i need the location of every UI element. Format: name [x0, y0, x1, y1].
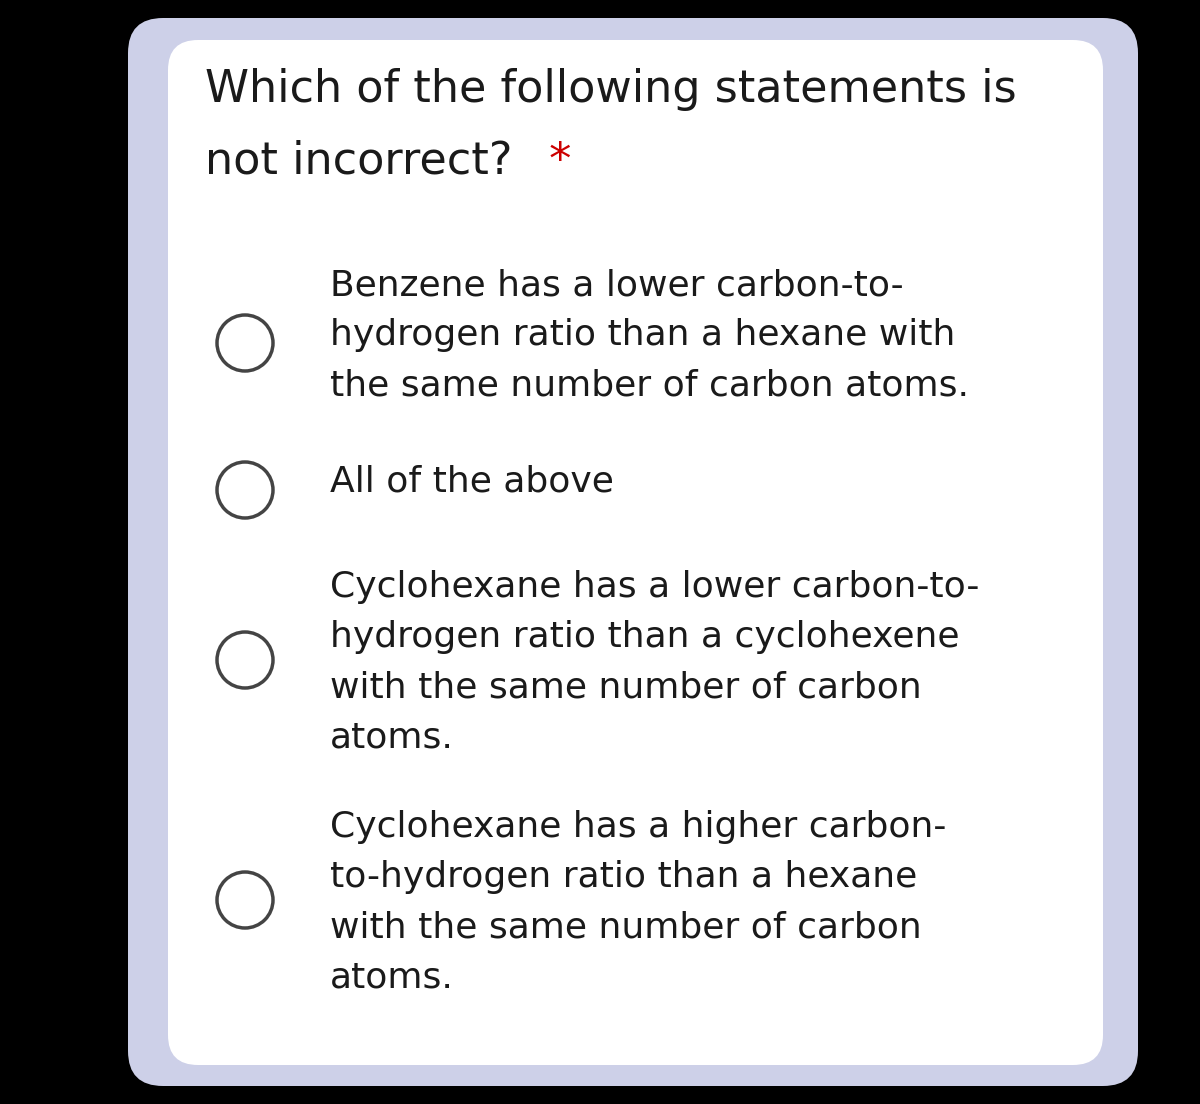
Text: with the same number of carbon: with the same number of carbon — [330, 670, 922, 704]
Circle shape — [217, 461, 274, 518]
FancyBboxPatch shape — [128, 18, 1138, 1086]
Text: atoms.: atoms. — [330, 960, 454, 994]
Text: not incorrect?: not incorrect? — [205, 140, 512, 183]
Text: hydrogen ratio than a cyclohexene: hydrogen ratio than a cyclohexene — [330, 620, 960, 654]
Text: Which of the following statements is: Which of the following statements is — [205, 68, 1016, 112]
Text: the same number of carbon atoms.: the same number of carbon atoms. — [330, 368, 970, 402]
Text: with the same number of carbon: with the same number of carbon — [330, 910, 922, 944]
Circle shape — [217, 631, 274, 688]
Circle shape — [217, 872, 274, 928]
Text: Benzene has a lower carbon-to-: Benzene has a lower carbon-to- — [330, 268, 904, 302]
Text: All of the above: All of the above — [330, 465, 614, 499]
Text: *: * — [535, 140, 571, 183]
Text: Cyclohexane has a lower carbon-to-: Cyclohexane has a lower carbon-to- — [330, 570, 979, 604]
Text: Cyclohexane has a higher carbon-: Cyclohexane has a higher carbon- — [330, 810, 947, 843]
Text: atoms.: atoms. — [330, 720, 454, 754]
Text: to-hydrogen ratio than a hexane: to-hydrogen ratio than a hexane — [330, 860, 917, 894]
FancyBboxPatch shape — [168, 40, 1103, 1065]
Circle shape — [217, 315, 274, 371]
Text: hydrogen ratio than a hexane with: hydrogen ratio than a hexane with — [330, 318, 955, 352]
